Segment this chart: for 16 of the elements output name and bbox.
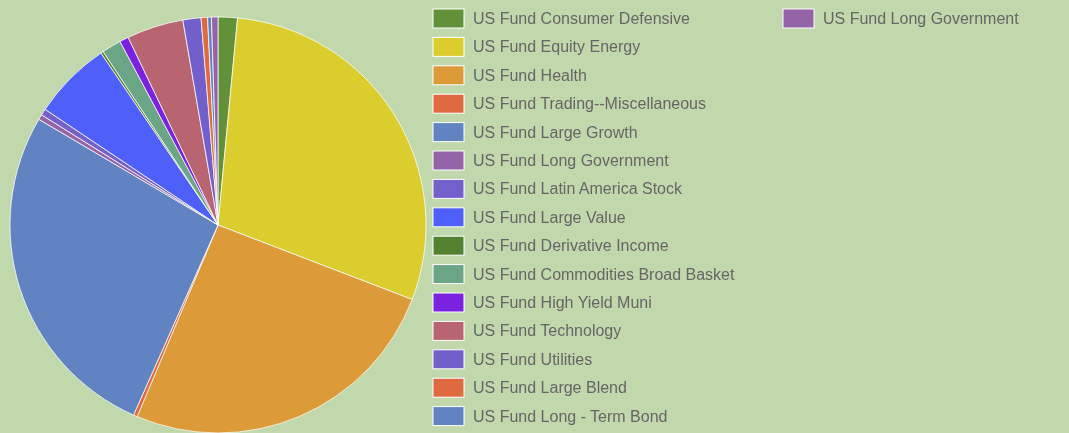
- legend-label: US Fund Health: [473, 66, 587, 84]
- legend-label: US Fund Equity Energy: [473, 38, 641, 56]
- legend-label: US Fund Large Value: [473, 208, 626, 226]
- legend-label: US Fund Commodities Broad Basket: [473, 265, 735, 283]
- legend-label: US Fund Long Government: [823, 10, 1020, 27]
- legend-label: US Fund High Yield Muni: [473, 294, 652, 311]
- legend-label: US Fund Utilities: [473, 350, 593, 368]
- legend-label: US Fund Large Growth: [473, 123, 638, 141]
- legend-label: US Fund Long - Term Bond: [473, 407, 668, 425]
- legend-label: US Fund Technology: [473, 322, 622, 340]
- legend-label: US Fund Large Blend: [473, 379, 627, 397]
- legend-label: US Fund Derivative Income: [473, 237, 669, 255]
- legend-label: US Fund Trading--Miscellaneous: [473, 95, 706, 113]
- legend-label: US Fund Latin America Stock: [473, 180, 683, 198]
- legend-label: US Fund Consumer Defensive: [473, 10, 691, 27]
- legend-label: US Fund Long Government: [473, 152, 670, 169]
